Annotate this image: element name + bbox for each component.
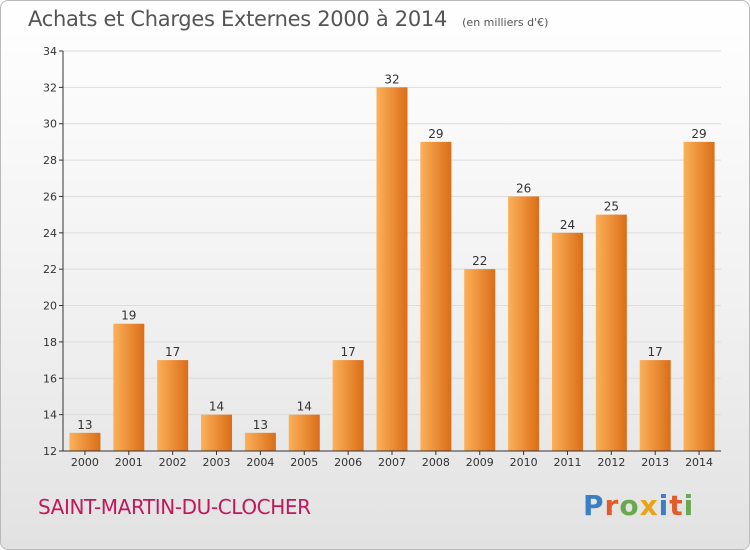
chart-title: Achats et Charges Externes 2000 à 2014 <box>28 7 448 31</box>
x-tick-label: 2002 <box>159 456 187 469</box>
y-tick-label: 22 <box>43 263 57 276</box>
x-tick-label: 2013 <box>641 456 669 469</box>
data-label: 13 <box>77 418 92 432</box>
bar-2002[interactable] <box>157 360 189 451</box>
bar-2008[interactable] <box>420 141 452 451</box>
y-tick-label: 30 <box>43 118 57 131</box>
x-tick-label: 2003 <box>203 456 231 469</box>
data-label: 19 <box>121 309 136 323</box>
x-tick-label: 2000 <box>71 456 99 469</box>
x-tick-labels: 2000 2001 2002 2003 2004 2005 2006 2007 2008 2009… <box>71 456 713 469</box>
chart-subtitle: (en milliers d'€) <box>462 16 549 29</box>
data-label: 32 <box>384 72 399 86</box>
x-tick-label: 2011 <box>553 456 581 469</box>
data-label: 22 <box>472 254 487 268</box>
x-tick-label: 2008 <box>422 456 450 469</box>
bars <box>69 87 715 451</box>
logo-letter: i <box>658 489 670 522</box>
y-tick-label: 24 <box>43 227 57 240</box>
y-tick-label: 18 <box>43 336 57 349</box>
x-tick-label: 2010 <box>510 456 538 469</box>
data-label: 24 <box>560 218 575 232</box>
bar-2001[interactable] <box>113 323 145 451</box>
bar-2006[interactable] <box>332 360 364 451</box>
bar-2012[interactable] <box>595 214 627 451</box>
logo-letter: o <box>619 489 640 522</box>
bar-2005[interactable] <box>288 414 320 451</box>
logo-letter: x <box>639 489 659 522</box>
y-tick-label: 28 <box>43 154 57 167</box>
bar-2009[interactable] <box>464 269 496 451</box>
data-labels: 13 19 17 14 13 14 17 32 29 22 26 24 25 17 29 <box>77 72 706 431</box>
y-tick-label: 26 <box>43 190 57 203</box>
data-label: 17 <box>340 345 355 359</box>
bar-2000[interactable] <box>69 432 101 451</box>
data-label: 17 <box>165 345 180 359</box>
x-tick-label: 2001 <box>115 456 143 469</box>
axes <box>59 50 721 455</box>
y-tick-labels: 12 14 16 18 20 22 24 26 28 30 32 34 <box>43 45 57 458</box>
y-tick-label: 32 <box>43 81 57 94</box>
data-label: 17 <box>648 345 663 359</box>
x-tick-label: 2007 <box>378 456 406 469</box>
bar-2004[interactable] <box>244 432 276 451</box>
logo-letter: i <box>683 489 695 522</box>
bar-2014[interactable] <box>683 141 715 451</box>
title-row: Achats et Charges Externes 2000 à 2014 (… <box>28 7 548 31</box>
data-label: 26 <box>516 181 531 195</box>
logo-letter: P <box>583 489 605 522</box>
proxiti-logo[interactable]: Proxiti <box>583 489 694 522</box>
bar-2013[interactable] <box>639 360 671 451</box>
y-tick-label: 14 <box>43 409 57 422</box>
data-label: 29 <box>428 127 443 141</box>
data-label: 14 <box>297 400 312 414</box>
y-tick-label: 16 <box>43 372 57 385</box>
x-tick-label: 2014 <box>685 456 713 469</box>
data-label: 13 <box>253 418 268 432</box>
y-tick-label: 34 <box>43 45 57 58</box>
y-tick-label: 12 <box>43 445 57 458</box>
logo-letter: r <box>604 489 620 522</box>
bar-2010[interactable] <box>508 196 540 451</box>
data-label: 25 <box>604 200 619 214</box>
x-tick-label: 2009 <box>466 456 494 469</box>
x-tick-label: 2004 <box>246 456 274 469</box>
x-tick-label: 2012 <box>597 456 625 469</box>
data-label: 14 <box>209 400 224 414</box>
commune-name: SAINT-MARTIN-DU-CLOCHER <box>38 495 311 519</box>
bar-2007[interactable] <box>376 87 408 451</box>
data-label: 29 <box>691 127 706 141</box>
x-tick-label: 2006 <box>334 456 362 469</box>
logo-letter: t <box>669 489 684 522</box>
bar-2011[interactable] <box>551 232 583 451</box>
bar-2003[interactable] <box>201 414 233 451</box>
x-tick-label: 2005 <box>290 456 318 469</box>
y-tick-label: 20 <box>43 300 57 313</box>
